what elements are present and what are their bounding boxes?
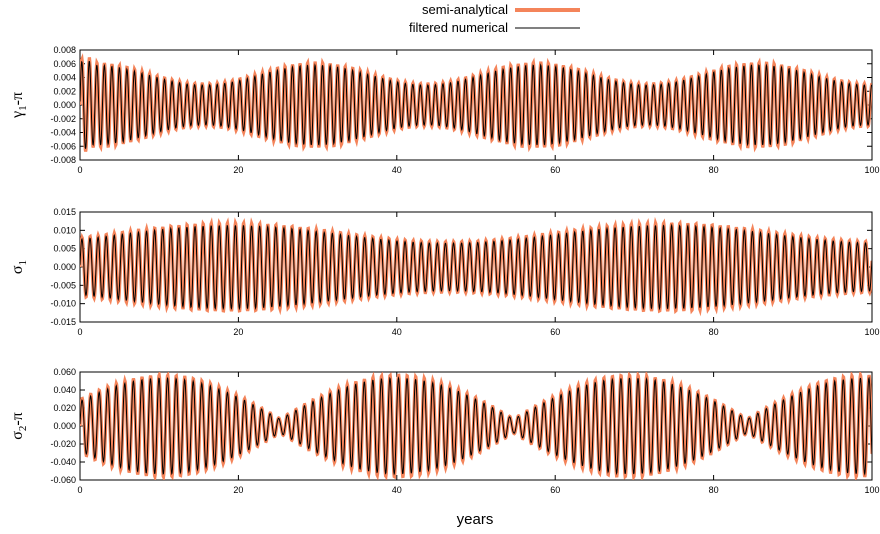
y-tick-label: 0.010 bbox=[53, 225, 76, 235]
y-tick-label: 0.002 bbox=[53, 86, 76, 96]
y-tick-label: -0.015 bbox=[50, 317, 76, 327]
y-tick-label: 0.015 bbox=[53, 207, 76, 217]
panels: -0.008 -0.006 -0.004 -0.002 0.000 0.002 0.004 0… bbox=[9, 45, 880, 495]
y-tick-label: -0.008 bbox=[50, 155, 76, 165]
legend-num-label: filtered numerical bbox=[409, 20, 508, 35]
x-tick-label: 60 bbox=[550, 485, 560, 495]
y-axis-label: σ2-π bbox=[9, 412, 29, 440]
x-axis-label: years bbox=[457, 511, 494, 528]
x-tick-label: 40 bbox=[392, 165, 402, 175]
y-tick-label: 0.008 bbox=[53, 45, 76, 55]
y-tick-label: -0.002 bbox=[50, 114, 76, 124]
y-tick-label: -0.060 bbox=[50, 475, 76, 485]
y-tick-label: 0.005 bbox=[53, 244, 76, 254]
x-tick-label: 20 bbox=[233, 165, 243, 175]
x-tick-label: 100 bbox=[864, 485, 879, 495]
x-tick-label: 40 bbox=[392, 327, 402, 337]
y-tick-label: 0.000 bbox=[53, 100, 76, 110]
y-tick-label: -0.020 bbox=[50, 439, 76, 449]
y-axis-label: γ1-π bbox=[9, 92, 29, 119]
x-tick-label: 60 bbox=[550, 327, 560, 337]
series-filtered-numerical bbox=[80, 60, 872, 149]
legend-semi-label: semi-analytical bbox=[422, 2, 508, 17]
y-tick-label: 0.006 bbox=[53, 59, 76, 69]
y-tick-label: -0.006 bbox=[50, 141, 76, 151]
y-tick-label: 0.040 bbox=[53, 385, 76, 395]
x-tick-label: 40 bbox=[392, 485, 402, 495]
y-tick-label: 0.000 bbox=[53, 421, 76, 431]
y-tick-label: -0.004 bbox=[50, 128, 76, 138]
x-tick-label: 100 bbox=[864, 327, 879, 337]
panel-1: -0.008 -0.006 -0.004 -0.002 0.000 0.002 0.004 0… bbox=[9, 45, 880, 175]
x-tick-label: 80 bbox=[709, 485, 719, 495]
y-tick-label: 0.004 bbox=[53, 73, 76, 83]
y-tick-label: -0.005 bbox=[50, 280, 76, 290]
panel-2: -0.015 -0.010 -0.005 0.000 0.005 0.010 0.015 0 2… bbox=[9, 207, 880, 337]
y-tick-label: -0.040 bbox=[50, 457, 76, 467]
x-tick-label: 80 bbox=[709, 327, 719, 337]
y-axis-label: σ1 bbox=[9, 260, 29, 274]
x-tick-label: 60 bbox=[550, 165, 560, 175]
x-tick-label: 20 bbox=[233, 327, 243, 337]
x-tick-label: 20 bbox=[233, 485, 243, 495]
x-tick-label: 0 bbox=[77, 485, 82, 495]
y-tick-label: -0.010 bbox=[50, 299, 76, 309]
y-tick-label: 0.060 bbox=[53, 367, 76, 377]
y-tick-label: 0.000 bbox=[53, 262, 76, 272]
panel-3: -0.060 -0.040 -0.020 0.000 0.020 0.040 0.060 0 2… bbox=[9, 367, 880, 495]
x-tick-label: 0 bbox=[77, 165, 82, 175]
x-tick-label: 0 bbox=[77, 327, 82, 337]
series-filtered-numerical bbox=[80, 376, 872, 476]
legend: semi-analytical filtered numerical bbox=[409, 2, 580, 35]
series-filtered-numerical bbox=[80, 223, 872, 311]
x-tick-label: 80 bbox=[709, 165, 719, 175]
x-tick-label: 100 bbox=[864, 165, 879, 175]
y-tick-label: 0.020 bbox=[53, 403, 76, 413]
